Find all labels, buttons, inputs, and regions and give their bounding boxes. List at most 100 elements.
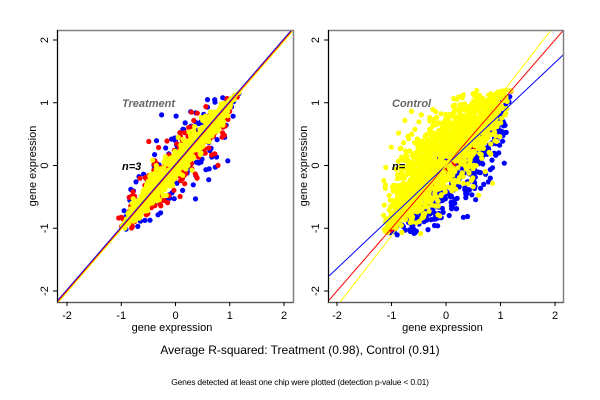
data-point [153, 162, 159, 169]
panel-title: Treatment [122, 98, 176, 110]
data-point [426, 130, 433, 137]
data-point [209, 152, 215, 158]
data-point [453, 206, 459, 212]
data-point [192, 171, 198, 177]
data-point [135, 223, 141, 229]
x-tick-label: -2 [62, 310, 72, 322]
data-point [428, 217, 434, 223]
data-point [182, 141, 188, 148]
y-axis-title: gene expression [298, 126, 310, 207]
plot-area [57, 30, 293, 302]
data-point [194, 147, 200, 153]
data-point [480, 100, 486, 106]
data-point [496, 89, 502, 95]
y-tick-label: 0 [39, 162, 51, 168]
data-point [423, 203, 429, 209]
data-point [163, 192, 169, 198]
data-point [182, 181, 188, 187]
data-point [452, 102, 458, 108]
data-point [503, 129, 509, 135]
data-point [190, 182, 196, 188]
data-point [418, 112, 424, 118]
data-point [465, 181, 471, 187]
data-point [137, 175, 143, 181]
data-point [202, 150, 208, 156]
data-point [394, 232, 400, 238]
data-point [407, 198, 413, 204]
data-point [395, 188, 401, 194]
data-point [198, 159, 204, 165]
data-point [455, 133, 461, 139]
data-point [466, 113, 472, 119]
data-point [452, 177, 458, 183]
data-point [386, 192, 392, 198]
data-point [388, 144, 394, 150]
data-point [194, 110, 200, 116]
data-point [408, 108, 415, 114]
data-point [466, 148, 472, 154]
data-point [175, 134, 181, 141]
data-point [139, 193, 145, 199]
data-point [476, 192, 482, 198]
data-point [478, 112, 484, 118]
data-point [455, 165, 461, 171]
data-point [192, 196, 199, 202]
data-point [501, 160, 507, 166]
data-point [198, 150, 204, 156]
data-point [186, 125, 192, 131]
data-point [478, 145, 484, 151]
data-point [460, 92, 466, 98]
data-point [470, 184, 476, 190]
data-point [438, 111, 444, 117]
data-point [462, 158, 468, 164]
data-point [478, 185, 484, 191]
data-point [470, 91, 476, 97]
data-point [409, 152, 415, 159]
data-point [454, 195, 460, 201]
data-point [470, 166, 476, 172]
data-point [452, 158, 458, 164]
data-point [436, 141, 442, 147]
data-point [427, 153, 433, 159]
data-point [167, 178, 173, 184]
data-point [133, 179, 139, 185]
data-point [486, 97, 492, 104]
data-point [167, 161, 173, 167]
fit-line [57, 30, 293, 302]
data-point [397, 175, 403, 181]
data-point [455, 141, 461, 147]
data-point [382, 185, 388, 191]
data-point [422, 177, 428, 184]
data-point [438, 192, 444, 198]
data-point [212, 99, 218, 105]
data-point [425, 162, 431, 168]
data-point [398, 157, 405, 163]
data-point [458, 161, 464, 167]
data-point [487, 167, 493, 173]
data-point [437, 163, 443, 169]
data-point [155, 212, 161, 218]
y-tick-label: 0 [310, 162, 322, 168]
data-point [431, 195, 437, 201]
data-point [437, 131, 443, 137]
data-point [403, 166, 410, 172]
data-point [435, 198, 441, 204]
data-point [151, 197, 157, 203]
data-point [395, 194, 401, 200]
data-point [443, 111, 449, 117]
data-point [446, 170, 452, 176]
data-point [415, 187, 421, 194]
data-point [220, 95, 226, 101]
data-point [175, 149, 181, 155]
data-point [214, 137, 220, 143]
y-tick-label: -2 [310, 286, 322, 296]
data-point [451, 122, 457, 128]
data-point [383, 164, 389, 171]
data-point [405, 170, 411, 177]
data-point [499, 103, 505, 109]
data-point [426, 208, 432, 214]
data-point [393, 204, 399, 210]
data-point [417, 208, 423, 214]
scatter-panel-treatment: -2 -1 0 1 2 -2 -1 0 1 2 gene expression gene expres… [27, 29, 295, 334]
